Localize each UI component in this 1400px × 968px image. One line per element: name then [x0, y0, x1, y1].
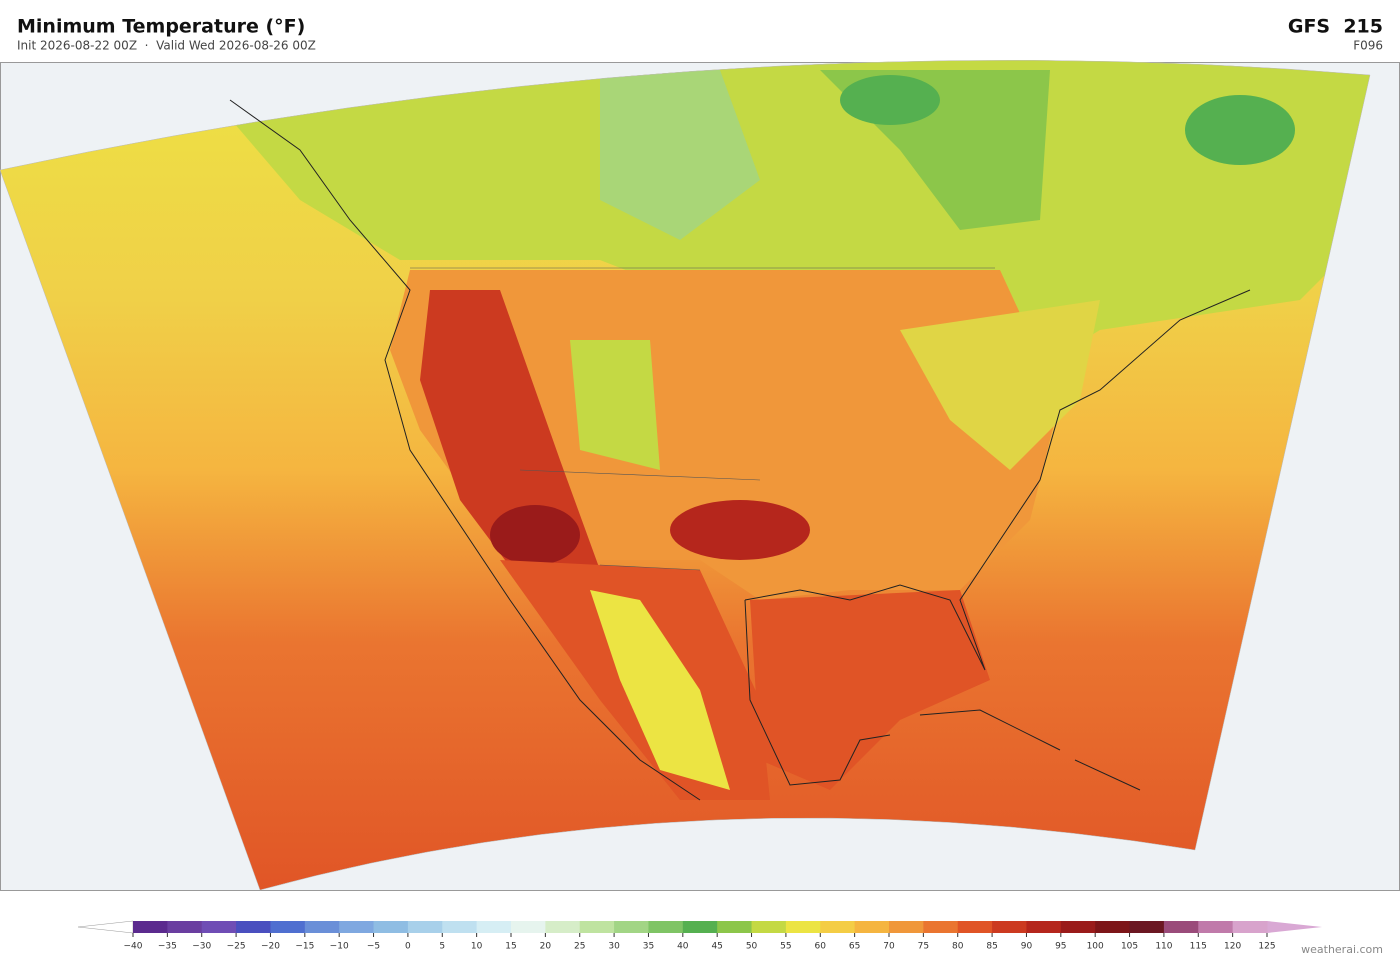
- colorbar-tick-label: 80: [952, 942, 964, 952]
- forecast-hour: F096: [1353, 39, 1383, 53]
- colorbar-swatch: [339, 921, 375, 933]
- islands: [919, 709, 1141, 791]
- colorbar-tick-label: 125: [1258, 942, 1275, 952]
- colorbar-swatch: [648, 921, 684, 933]
- colorbar-tick-label: 45: [711, 942, 722, 952]
- colorbar-tick-label: 30: [608, 942, 620, 952]
- colorbar-tick-label: 5: [439, 942, 445, 952]
- colorbar-swatch: [133, 921, 168, 933]
- colorbar-tick-label: 95: [1055, 942, 1066, 952]
- colorbar-tick-label: −40: [124, 942, 143, 952]
- coastline: [744, 599, 891, 786]
- colorbar-tick-label: 20: [540, 942, 552, 952]
- domain-outline: [0, 59, 1371, 891]
- colorbar-tick-label: −25: [227, 942, 246, 952]
- colorbar-swatch: [820, 921, 856, 933]
- colorbar-tick-label: 50: [746, 942, 758, 952]
- coastline: [229, 99, 1251, 801]
- colorbar-swatch: [614, 921, 649, 933]
- subtitle: Init 2026-08-22 00Z · Valid Wed 2026-08-…: [17, 39, 316, 53]
- colorbar-tick-label: 60: [815, 942, 827, 952]
- colorbar-tick-label: 70: [883, 942, 895, 952]
- colorbar-swatch: [201, 921, 237, 933]
- colorbar-swatch: [476, 921, 512, 933]
- colorbar-tick-label: 10: [471, 942, 483, 952]
- title: Minimum Temperature (°F): [17, 16, 305, 38]
- colorbar-swatch: [579, 921, 615, 933]
- colorbar: −40 −35 −30 −25 −20 −15 −10 −5 0 5 10 15 20 25 30 35 40 4…: [77, 920, 1322, 952]
- colorbar-swatch: [236, 921, 271, 933]
- colorbar-swatch: [407, 921, 443, 933]
- colorbar-swatch: [373, 921, 409, 933]
- colorbar-swatch: [1198, 921, 1234, 933]
- colorbar-tick-label: −5: [367, 942, 380, 952]
- colorbar-swatch: [923, 921, 959, 933]
- colorbar-swatch: [304, 921, 340, 933]
- colorbar-swatch: [442, 921, 478, 933]
- colorbar-swatch: [1095, 921, 1131, 933]
- credit: weatherai.com: [1301, 943, 1383, 956]
- colorbar-tick-label: −35: [158, 942, 177, 952]
- colorbar-tick-label: 105: [1121, 942, 1138, 952]
- colorbar-over: [1267, 921, 1322, 933]
- colorbar-swatch: [167, 921, 203, 933]
- colorbar-tick-label: 40: [677, 942, 689, 952]
- colorbar-tick-label: −10: [330, 942, 349, 952]
- colorbar-swatch: [751, 921, 787, 933]
- colorbar-tick-label: 15: [505, 942, 516, 952]
- colorbar-tick-label: 110: [1155, 942, 1172, 952]
- colorbar-swatch: [1163, 921, 1199, 933]
- border: [410, 267, 995, 571]
- colorbar-tick-label: 65: [849, 942, 860, 952]
- colorbar-tick-label: 0: [405, 942, 411, 952]
- colorbar-swatch: [889, 921, 924, 933]
- colorbar-tick-label: 75: [918, 942, 929, 952]
- map-field: [0, 60, 1370, 890]
- colorbar-swatch: [785, 921, 821, 933]
- colorbar-tick-label: −15: [295, 942, 314, 952]
- colorbar-swatch: [992, 921, 1027, 933]
- colorbar-under: [77, 920, 134, 934]
- colorbar-tick-label: −20: [261, 942, 280, 952]
- model-label: GFS 215: [1288, 16, 1383, 38]
- colorbar-swatch: [1129, 921, 1165, 933]
- colorbar-swatch: [1232, 921, 1268, 933]
- colorbar-swatch: [1060, 921, 1096, 933]
- colorbar-tick-label: 85: [986, 942, 997, 952]
- colorbar-swatch: [854, 921, 890, 933]
- colorbar-tick-label: −30: [192, 942, 211, 952]
- colorbar-swatch: [957, 921, 993, 933]
- colorbar-swatch: [682, 921, 718, 933]
- colorbar-tick-label: 100: [1087, 942, 1104, 952]
- colorbar-swatch: [545, 921, 581, 933]
- colorbar-tick-label: 35: [643, 942, 654, 952]
- colorbar-tick-label: 25: [574, 942, 585, 952]
- colorbar-swatch: [717, 921, 753, 933]
- colorbar-swatch: [1026, 921, 1062, 933]
- colorbar-tick-label: 55: [780, 942, 791, 952]
- colorbar-tick-label: 90: [1021, 942, 1033, 952]
- colorbar-swatch: [511, 921, 546, 933]
- colorbar-tick-label: 120: [1224, 942, 1241, 952]
- colorbar-swatch: [270, 921, 306, 933]
- colorbar-tick-label: 115: [1190, 942, 1207, 952]
